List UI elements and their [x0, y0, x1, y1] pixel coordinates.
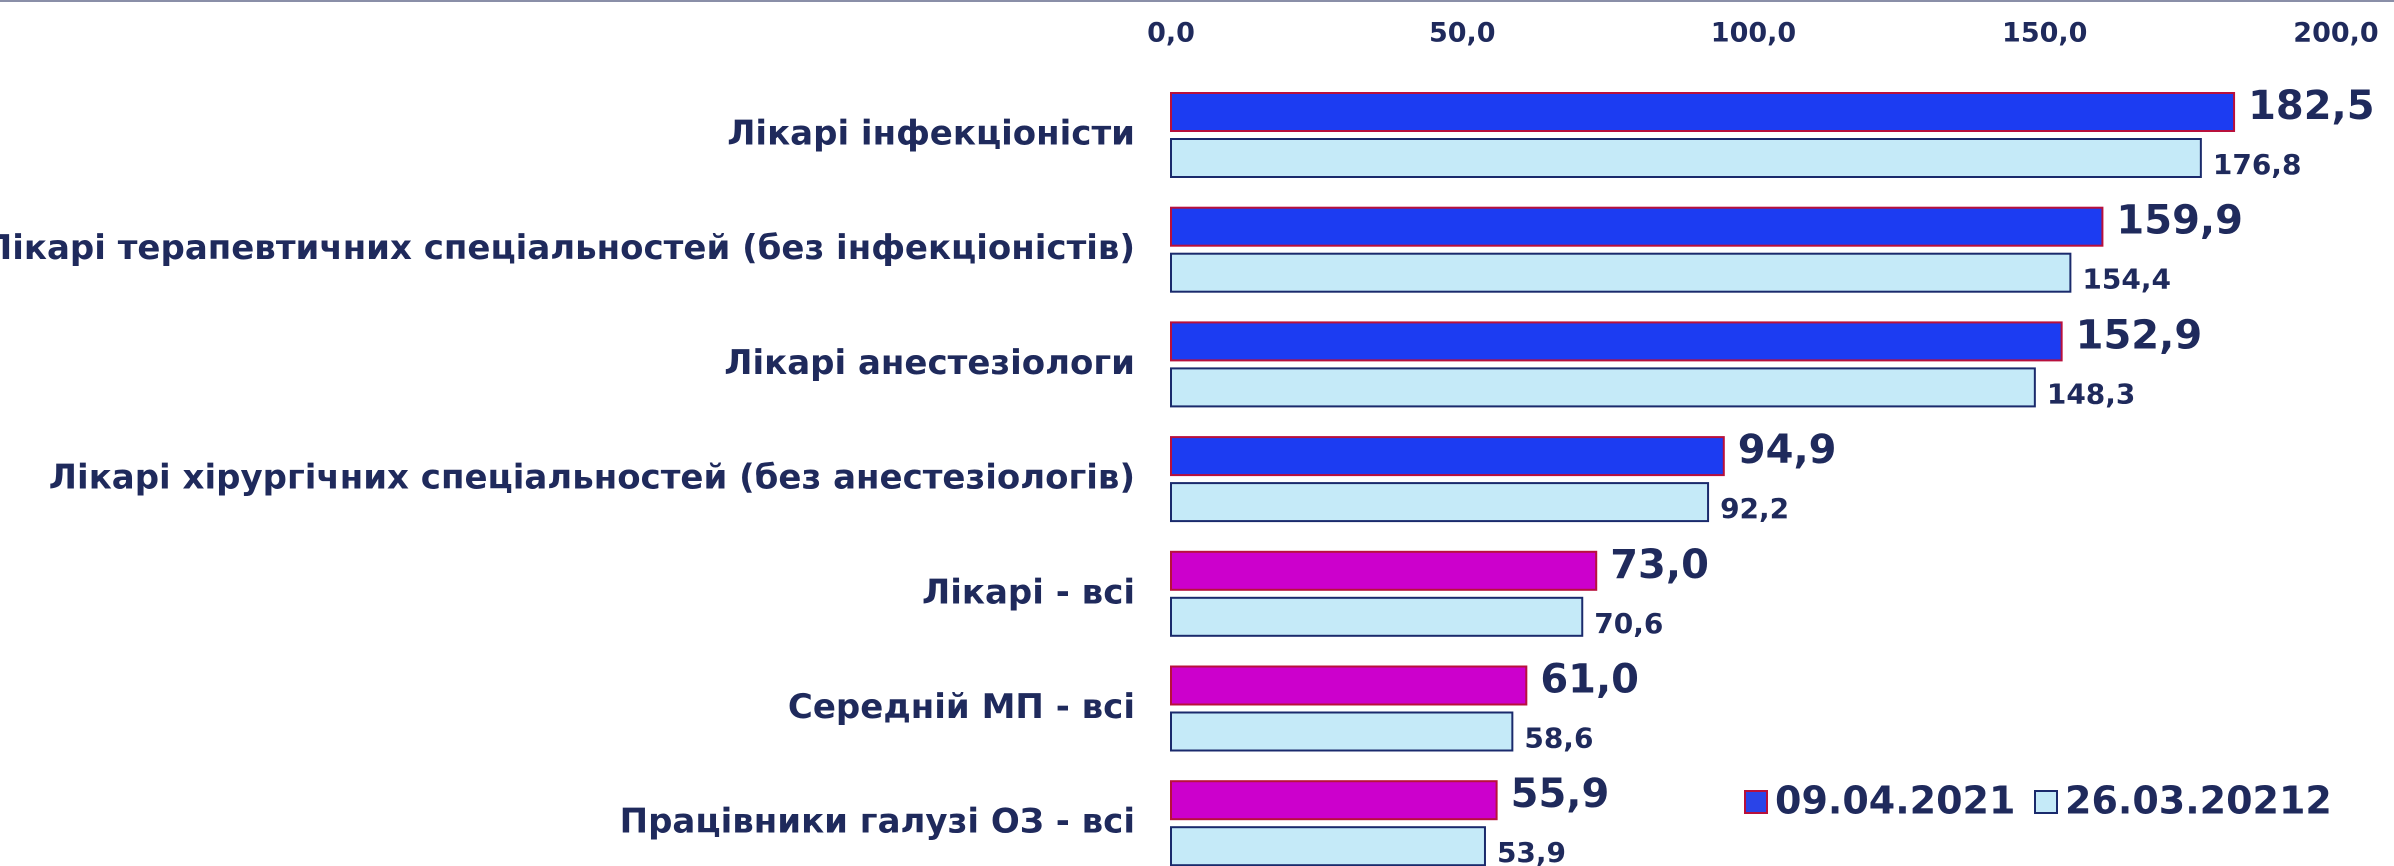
bar	[1170, 826, 1486, 866]
bar	[1170, 711, 1514, 752]
category-label: Лікарі анестезіологи	[724, 343, 1135, 383]
value-label: 154,4	[2082, 263, 2171, 296]
category-label: Середній МП - всі	[788, 687, 1135, 727]
bar	[1170, 92, 2236, 132]
bar	[1170, 252, 2072, 293]
value-label: 148,3	[2047, 377, 2136, 410]
category-label: Працівники галузі ОЗ - всі	[620, 802, 1135, 842]
legend-label: 26.03.20212	[2065, 779, 2332, 823]
bar	[1170, 665, 1528, 706]
category-label: Лікарі інфекціоністи	[727, 114, 1135, 154]
value-label: 61,0	[1540, 657, 1639, 703]
legend-label: 09.04.2021	[1775, 779, 2015, 823]
value-label: 152,9	[2076, 312, 2203, 358]
value-label: 70,6	[1594, 607, 1663, 640]
x-tick-label: 200,0	[2293, 18, 2378, 49]
bar	[1170, 321, 2063, 362]
category-label: Лікарі терапевтичних спеціальностей (без…	[0, 228, 1135, 268]
value-label: 182,5	[2248, 83, 2375, 129]
bar	[1170, 780, 1498, 821]
value-label: 55,9	[1511, 771, 1610, 817]
bar	[1170, 138, 2202, 178]
value-label: 92,2	[1720, 492, 1789, 525]
bar	[1170, 550, 1598, 591]
x-tick-label: 50,0	[1429, 18, 1496, 49]
bar	[1170, 436, 1725, 477]
x-tick-label: 0,0	[1147, 18, 1195, 49]
legend-swatch	[2034, 790, 2058, 814]
value-label: 159,9	[2116, 198, 2243, 244]
bar	[1170, 482, 1710, 523]
bar	[1170, 367, 2036, 408]
value-label: 73,0	[1610, 542, 1709, 588]
value-label: 176,8	[2213, 148, 2302, 181]
legend-swatch	[1744, 790, 1768, 814]
value-label: 53,9	[1497, 836, 1566, 866]
category-label: Лікарі хірургічних спеціальностей (без а…	[49, 458, 1135, 498]
x-tick-label: 100,0	[1711, 18, 1796, 49]
category-label: Лікарі - всі	[922, 572, 1135, 612]
value-label: 94,9	[1738, 427, 1837, 473]
bar	[1170, 206, 2104, 247]
x-tick-label: 150,0	[2002, 18, 2087, 49]
bar	[1170, 596, 1584, 637]
value-label: 58,6	[1524, 722, 1593, 755]
